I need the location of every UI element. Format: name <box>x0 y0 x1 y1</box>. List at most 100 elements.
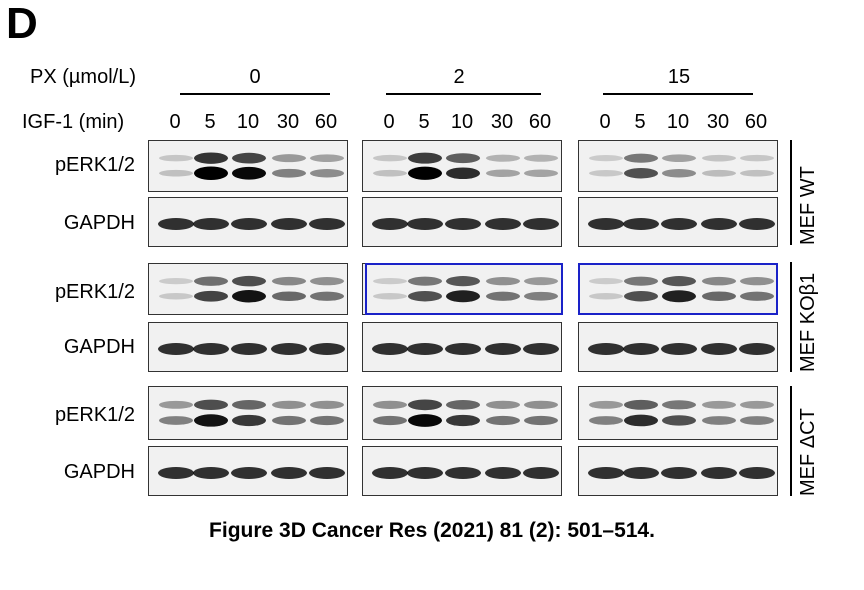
gapdh-band <box>485 467 521 479</box>
gapdh-band <box>523 467 559 479</box>
lane-label-time: 10 <box>236 111 260 133</box>
lane-label-time: 30 <box>706 111 730 133</box>
perk-band <box>702 276 736 286</box>
gapdh-band <box>445 467 481 479</box>
perk-band <box>408 276 442 286</box>
px-group-line-0 <box>180 93 330 95</box>
perk-band <box>373 278 407 285</box>
western-blot-panel <box>362 197 562 247</box>
perk-band <box>272 400 306 409</box>
lane-label-time: 30 <box>490 111 514 133</box>
gapdh-band <box>661 343 697 355</box>
cell-line-label-ko: MEF KOβ1 <box>797 272 819 372</box>
lane-label-time: 10 <box>450 111 474 133</box>
western-blot-panel <box>578 322 778 372</box>
row-label-perk-wt: pERK1/2 <box>54 154 135 176</box>
perk-band <box>159 293 193 300</box>
gapdh-band <box>485 218 521 230</box>
perk-band <box>194 276 228 286</box>
perk-band <box>373 415 407 426</box>
igf-axis-label: IGF-1 (min) <box>22 111 125 133</box>
perk-band <box>702 169 736 177</box>
perk-band <box>272 154 306 163</box>
perk-band <box>232 166 266 180</box>
perk-band <box>232 400 266 410</box>
perk-band <box>310 154 344 162</box>
perk-band <box>272 168 306 178</box>
perk-band <box>408 152 442 164</box>
perk-band <box>310 277 344 286</box>
gapdh-band <box>407 467 443 479</box>
perk-band <box>589 400 623 409</box>
cell-line-bracket-ko <box>790 262 792 372</box>
perk-band <box>486 277 520 286</box>
perk-band <box>310 400 344 409</box>
perk-band <box>486 415 520 426</box>
perk-band <box>624 153 658 163</box>
gapdh-band <box>231 343 267 355</box>
row-label-gapdh-ko: GAPDH <box>63 336 135 358</box>
gapdh-band <box>309 218 345 230</box>
gapdh-band <box>588 218 624 230</box>
lane-label-time: 60 <box>528 111 552 133</box>
gapdh-band <box>523 343 559 355</box>
gapdh-band <box>701 343 737 355</box>
perk-band <box>408 399 442 411</box>
perk-band <box>310 291 344 301</box>
cell-line-bracket-wt <box>790 140 792 245</box>
western-blot-panel <box>148 446 348 496</box>
perk-band <box>446 414 480 427</box>
western-blot-panel <box>148 197 348 247</box>
px-group-label-2: 2 <box>453 66 465 88</box>
perk-band <box>373 293 407 300</box>
perk-band <box>524 277 558 286</box>
perk-band <box>740 277 774 286</box>
perk-band <box>486 291 520 301</box>
perk-band <box>232 152 266 164</box>
lane-label-time: 5 <box>634 111 646 133</box>
gapdh-band <box>445 343 481 355</box>
perk-band <box>662 276 696 287</box>
perk-band <box>194 290 228 302</box>
lane-label-time: 30 <box>276 111 300 133</box>
perk-band <box>662 400 696 410</box>
panel-letter: D <box>6 0 38 48</box>
perk-band <box>740 154 774 162</box>
row-label-perk-ct: pERK1/2 <box>54 404 135 426</box>
western-blot-panel <box>148 386 348 440</box>
gapdh-band <box>739 467 775 479</box>
gapdh-band <box>661 218 697 230</box>
row-label-perk-ko: pERK1/2 <box>54 281 135 303</box>
western-blot-panel <box>578 197 778 247</box>
lane-label-time: 5 <box>204 111 216 133</box>
lane-label-time: 60 <box>744 111 768 133</box>
perk-band <box>624 291 658 302</box>
gapdh-band <box>158 218 194 230</box>
perk-band <box>159 416 193 425</box>
perk-band <box>373 400 407 409</box>
perk-band <box>373 154 407 162</box>
perk-band <box>159 169 193 177</box>
gapdh-band <box>588 467 624 479</box>
perk-band <box>446 167 480 180</box>
perk-band <box>589 278 623 285</box>
gapdh-band <box>193 467 229 479</box>
gapdh-band <box>158 467 194 479</box>
row-label-gapdh-ct: GAPDH <box>63 461 135 483</box>
perk-band <box>408 291 442 302</box>
gapdh-band <box>193 218 229 230</box>
western-blot-panel <box>362 386 562 440</box>
western-blot-panel <box>578 140 778 192</box>
perk-band <box>446 276 480 287</box>
western-blot-panel <box>148 322 348 372</box>
gapdh-band <box>523 218 559 230</box>
cell-line-label-wt: MEF WT <box>797 166 819 245</box>
gapdh-band <box>372 343 408 355</box>
perk-band <box>159 400 193 409</box>
gapdh-band <box>661 467 697 479</box>
lane-label-time: 60 <box>314 111 338 133</box>
western-blot-panel <box>148 263 348 315</box>
gapdh-band <box>623 218 659 230</box>
px-group-label-15: 15 <box>667 66 691 88</box>
perk-band <box>589 170 623 177</box>
